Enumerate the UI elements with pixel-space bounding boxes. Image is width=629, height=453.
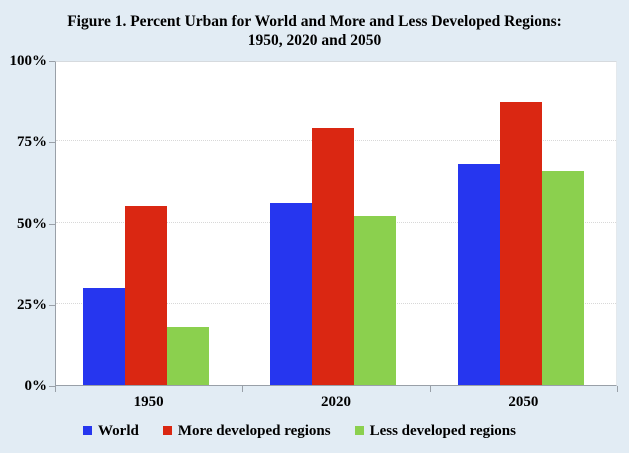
x-axis-label-1950: 1950 (133, 394, 164, 410)
y-axis-tick-0 (49, 386, 55, 387)
legend-item-world: World (82, 423, 139, 440)
bar-more-developed-regions-1950 (125, 206, 167, 385)
bar-more-developed-regions-2050 (499, 102, 542, 385)
y-axis-tick-75 (49, 142, 55, 144)
bar-world-1950 (83, 287, 125, 385)
legend-label-less-developed-regions: Less developed regions (369, 423, 516, 439)
x-axis-tick-1 (242, 386, 244, 392)
legend-label-more-developed-regions: More developed regions (177, 423, 331, 439)
bar-less-developed-regions-1950 (167, 326, 209, 385)
y-axis-label-50: 50% (17, 215, 47, 232)
y-axis-tick-50 (49, 223, 55, 225)
bar-world-2020 (270, 203, 313, 385)
x-axis-label-2020: 2020 (320, 394, 351, 410)
bar-less-developed-regions-2050 (541, 170, 584, 385)
chart-title-line2: 1950, 2020 and 2050 (247, 32, 382, 49)
x-axis-label-2050: 2050 (508, 394, 539, 410)
y-axis-label-0: 0% (24, 378, 48, 394)
x-axis-tick-0 (55, 386, 56, 392)
legend-swatch-more-developed-regions-icon (162, 426, 172, 435)
y-axis-tick-25 (49, 304, 55, 306)
bar-less-developed-regions-2020 (354, 216, 397, 385)
y-axis-label-25: 25% (17, 296, 47, 313)
y-axis: 0% 25% 50% 75% 100% (0, 53, 48, 394)
legend-item-less-developed-regions: Less developed regions (354, 423, 516, 440)
legend-swatch-world-icon (82, 426, 92, 435)
legend-label-world: World (97, 423, 139, 439)
bar-more-developed-regions-2020 (312, 128, 355, 385)
chart-title: Figure 1. Percent Urban for World and Mo… (0, 12, 629, 50)
x-axis-tick-2 (429, 386, 431, 392)
x-axis-tick-3 (617, 386, 618, 392)
chart-title-line1: Figure 1. Percent Urban for World and Mo… (67, 13, 562, 30)
legend-swatch-less-developed-regions-icon (354, 426, 364, 435)
y-axis-label-100: 100% (9, 53, 48, 69)
bar-world-2050 (457, 164, 500, 385)
y-axis-label-75: 75% (17, 134, 47, 151)
legend-item-more-developed-regions: More developed regions (162, 423, 331, 440)
plot-area (55, 61, 617, 386)
legend: World More developed regions Less develope… (0, 423, 614, 440)
y-axis-tick-100 (49, 61, 55, 62)
